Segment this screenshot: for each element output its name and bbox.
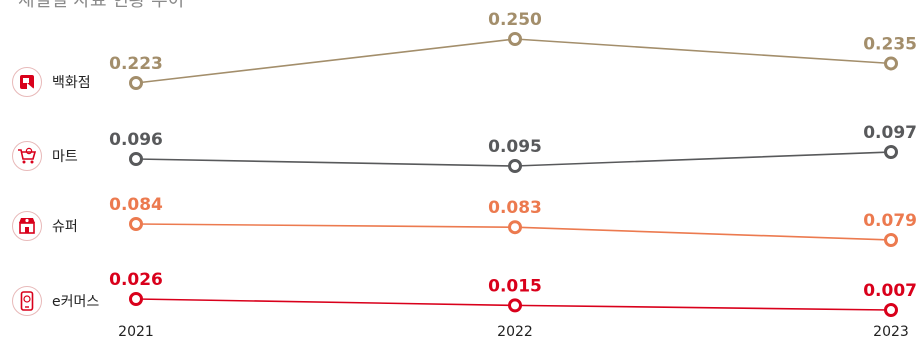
data-label: 0.084 — [109, 195, 163, 215]
data-point — [508, 298, 522, 313]
row-name-ecommerce: e커머스 — [52, 294, 100, 310]
department-store-icon — [12, 67, 42, 97]
data-point — [129, 217, 143, 231]
storefront-icon — [12, 211, 42, 241]
chart-title: 채널별 자료 현황 추이 — [18, 0, 185, 11]
data-label: 0.223 — [109, 54, 163, 74]
data-label: 0.026 — [109, 270, 163, 290]
data-point — [129, 152, 143, 166]
data-label: 0.095 — [488, 137, 542, 157]
data-label: 0.235 — [863, 34, 917, 54]
data-point — [884, 145, 898, 159]
shopping-cart-icon — [12, 141, 42, 171]
data-label: 0.015 — [488, 276, 542, 296]
x-tick-label: 2022 — [497, 324, 533, 339]
data-point — [884, 233, 898, 247]
data-label: 0.083 — [488, 198, 542, 218]
data-label: 0.096 — [109, 130, 163, 150]
row-name-super: 슈퍼 — [52, 219, 78, 235]
data-label: 0.250 — [488, 10, 542, 30]
row-label-department: 백화점 — [12, 67, 91, 97]
smartphone-icon — [12, 286, 42, 316]
data-point — [508, 159, 522, 173]
data-label: 0.007 — [863, 281, 917, 301]
data-point — [508, 220, 522, 235]
data-label: 0.079 — [863, 211, 917, 231]
row-label-super: 슈퍼 — [12, 211, 78, 241]
row-label-mart: 마트 — [12, 141, 78, 171]
row-label-ecommerce: e커머스 — [12, 286, 99, 316]
data-point — [884, 56, 898, 71]
data-point — [884, 303, 898, 317]
row-name-department: 백화점 — [52, 75, 91, 91]
x-tick-label: 2021 — [118, 324, 154, 339]
data-point — [129, 292, 143, 306]
data-point — [508, 32, 522, 46]
row-name-mart: 마트 — [52, 149, 78, 165]
data-point — [129, 76, 143, 90]
x-tick-label: 2023 — [873, 324, 909, 339]
data-label: 0.097 — [863, 123, 917, 143]
